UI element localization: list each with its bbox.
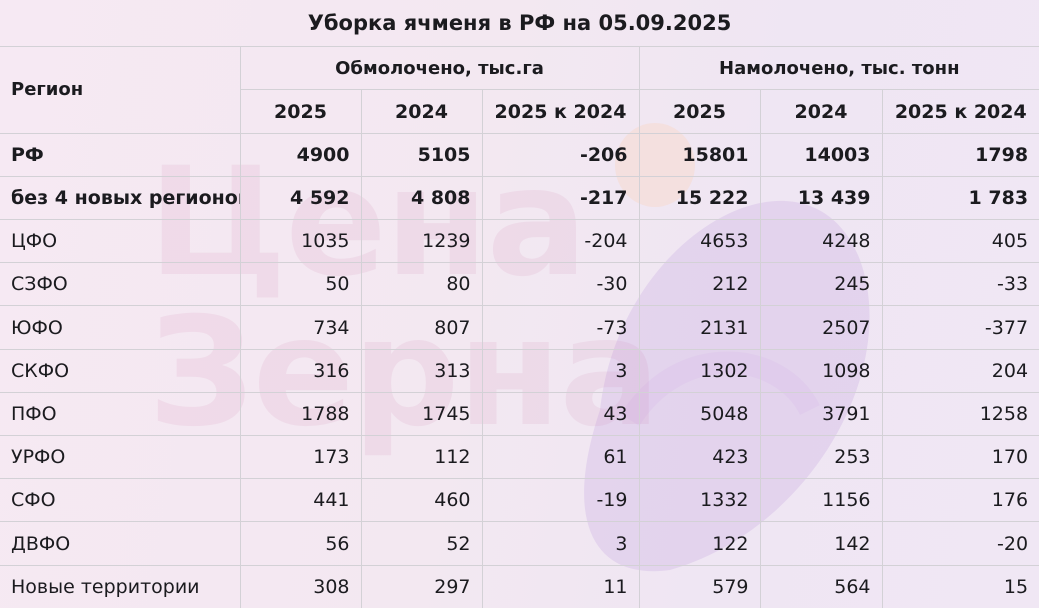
value-cell: 1156 <box>759 478 883 523</box>
value-cell: 176 <box>881 478 1039 523</box>
year-header-volume-2024: 2024 <box>759 89 883 134</box>
value-cell: 3 <box>481 348 640 393</box>
value-cell: 1332 <box>638 478 761 523</box>
value-cell: 15 222 <box>638 175 761 221</box>
year-header-area-diff: 2025 к 2024 <box>481 89 640 134</box>
year-header-volume-2025: 2025 <box>638 89 761 134</box>
value-cell: 734 <box>239 305 362 350</box>
value-cell: 297 <box>360 564 483 608</box>
table-row: СФО 441 460 -19 1332 1156 176 <box>0 478 1039 523</box>
region-cell: без 4 новых регионов <box>0 175 241 221</box>
value-cell: 170 <box>881 435 1039 480</box>
value-cell: 14003 <box>759 132 883 177</box>
value-cell: 3791 <box>759 391 883 437</box>
value-cell: 1239 <box>360 219 483 264</box>
value-cell: 423 <box>638 435 761 480</box>
harvested-volume-group-header: Намолочено, тыс. тонн <box>638 46 1039 91</box>
value-cell: 61 <box>481 435 640 480</box>
value-cell: 579 <box>638 564 761 608</box>
table-row: УРФО 173 112 61 423 253 170 <box>0 435 1039 480</box>
value-cell: 11 <box>481 564 640 608</box>
region-cell: ЮФО <box>0 305 241 350</box>
value-cell: -73 <box>481 305 640 350</box>
value-cell: -217 <box>481 175 640 221</box>
region-cell: СЗФО <box>0 262 241 307</box>
value-cell: 1302 <box>638 348 761 393</box>
value-cell: 316 <box>239 348 362 393</box>
value-cell: 80 <box>360 262 483 307</box>
value-cell: 5048 <box>638 391 761 437</box>
value-cell: 13 439 <box>759 175 883 221</box>
region-cell: СФО <box>0 478 241 523</box>
value-cell: 173 <box>239 435 362 480</box>
value-cell: 1788 <box>239 391 362 437</box>
value-cell: 4248 <box>759 219 883 264</box>
value-cell: 15 <box>881 564 1039 608</box>
value-cell: 122 <box>638 521 761 566</box>
value-cell: 112 <box>360 435 483 480</box>
table-row: РФ 4900 5105 -206 15801 14003 1798 <box>0 132 1039 177</box>
value-cell: 308 <box>239 564 362 608</box>
value-cell: -204 <box>481 219 640 264</box>
value-cell: -206 <box>481 132 640 177</box>
value-cell: 142 <box>759 521 883 566</box>
value-cell: 15801 <box>638 132 761 177</box>
value-cell: 564 <box>759 564 883 608</box>
value-cell: 43 <box>481 391 640 437</box>
value-cell: 1745 <box>360 391 483 437</box>
table-row: ДВФО 56 52 3 122 142 -20 <box>0 521 1039 566</box>
value-cell: 441 <box>239 478 362 523</box>
value-cell: 245 <box>759 262 883 307</box>
value-cell: 460 <box>360 478 483 523</box>
table-row: СЗФО 50 80 -30 212 245 -33 <box>0 262 1039 307</box>
value-cell: 1798 <box>881 132 1039 177</box>
value-cell: -20 <box>881 521 1039 566</box>
value-cell: 4 808 <box>360 175 483 221</box>
value-cell: 313 <box>360 348 483 393</box>
region-cell: УРФО <box>0 435 241 480</box>
value-cell: 50 <box>239 262 362 307</box>
region-cell: Новые территории <box>0 564 241 608</box>
value-cell: 2507 <box>759 305 883 350</box>
value-cell: 5105 <box>360 132 483 177</box>
value-cell: 4653 <box>638 219 761 264</box>
value-cell: 405 <box>881 219 1039 264</box>
region-cell: ДВФО <box>0 521 241 566</box>
value-cell: -19 <box>481 478 640 523</box>
table-row: ПФО 1788 1745 43 5048 3791 1258 <box>0 391 1039 437</box>
table-title: Уборка ячменя в РФ на 05.09.2025 <box>0 0 1039 48</box>
value-cell: 4 592 <box>239 175 362 221</box>
value-cell: 204 <box>881 348 1039 393</box>
value-cell: 1035 <box>239 219 362 264</box>
table-row: без 4 новых регионов 4 592 4 808 -217 15… <box>0 175 1039 221</box>
value-cell: 52 <box>360 521 483 566</box>
region-column-header: Регион <box>0 46 241 134</box>
value-cell: -30 <box>481 262 640 307</box>
value-cell: -377 <box>881 305 1039 350</box>
table-row: ЮФО 734 807 -73 2131 2507 -377 <box>0 305 1039 350</box>
year-header-volume-diff: 2025 к 2024 <box>881 89 1039 134</box>
region-cell: ЦФО <box>0 219 241 264</box>
value-cell: 1258 <box>881 391 1039 437</box>
table-row: Новые территории 308 297 11 579 564 15 <box>0 564 1039 608</box>
region-cell: РФ <box>0 132 241 177</box>
region-cell: СКФО <box>0 348 241 393</box>
value-cell: 2131 <box>638 305 761 350</box>
value-cell: 1098 <box>759 348 883 393</box>
table-row: ЦФО 1035 1239 -204 4653 4248 405 <box>0 219 1039 264</box>
region-cell: ПФО <box>0 391 241 437</box>
value-cell: 253 <box>759 435 883 480</box>
value-cell: 56 <box>239 521 362 566</box>
year-header-area-2025: 2025 <box>240 89 362 134</box>
table-row: СКФО 316 313 3 1302 1098 204 <box>0 348 1039 393</box>
value-cell: 3 <box>481 521 640 566</box>
value-cell: -33 <box>881 262 1039 307</box>
year-header-area-2024: 2024 <box>360 89 483 134</box>
value-cell: 212 <box>638 262 761 307</box>
value-cell: 1 783 <box>881 175 1039 221</box>
threshed-area-group-header: Обмолочено, тыс.га <box>239 46 640 91</box>
value-cell: 4900 <box>239 132 362 177</box>
value-cell: 807 <box>360 305 483 350</box>
